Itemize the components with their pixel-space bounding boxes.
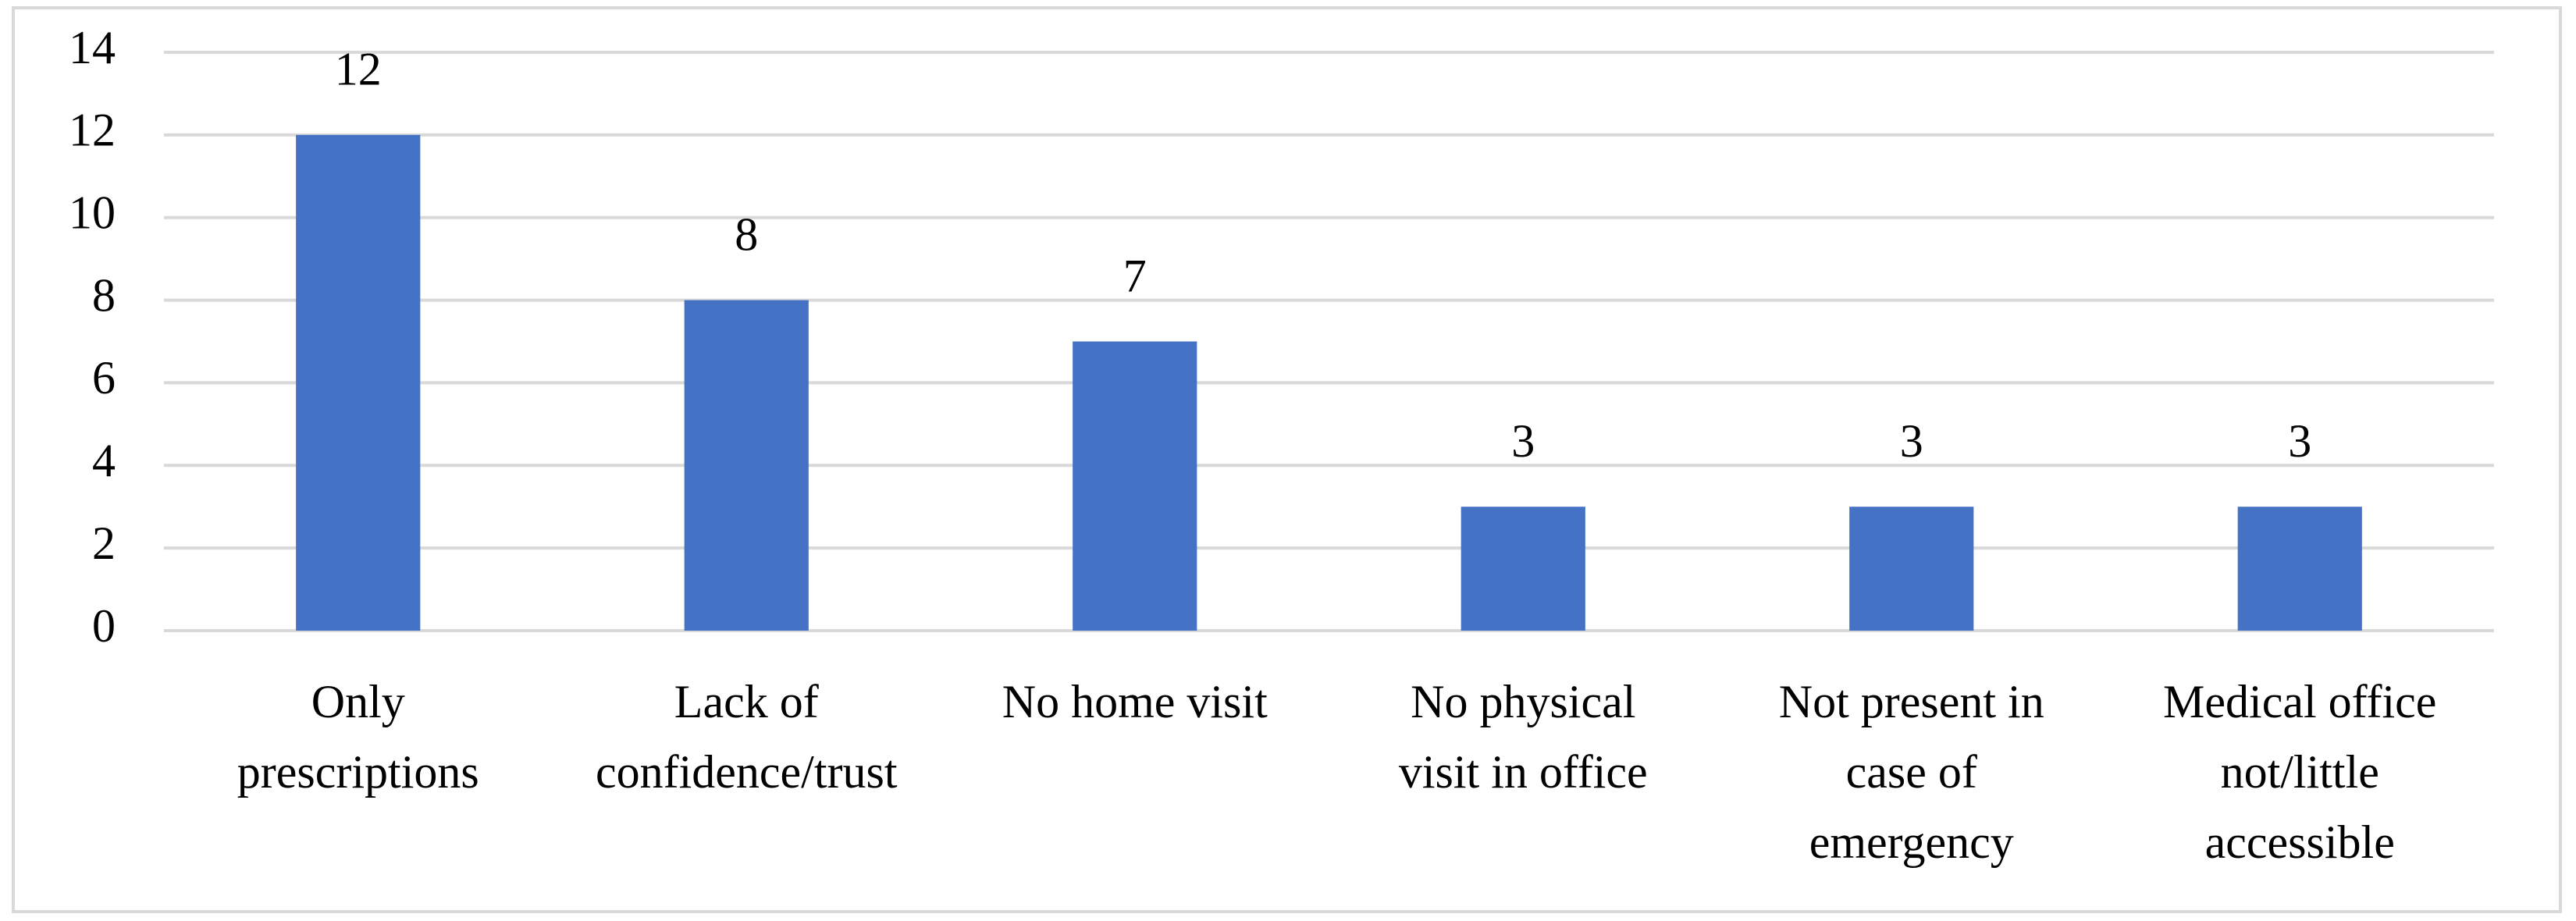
x-tick-label: Not present in [1779, 676, 2044, 727]
y-tick-label: 4 [92, 435, 116, 486]
value-label: 3 [1511, 415, 1535, 467]
bar [2237, 507, 2362, 631]
value-label: 3 [2288, 415, 2311, 467]
y-tick-label: 14 [69, 22, 116, 73]
y-tick-label: 0 [92, 600, 116, 652]
bar [1073, 341, 1197, 631]
x-tick-label: No home visit [1002, 676, 1268, 727]
x-tick-label: prescriptions [237, 746, 479, 798]
x-tick-label: No physical [1411, 676, 1635, 727]
value-label: 3 [1900, 415, 1923, 467]
x-tick-label: Medical office [2163, 676, 2436, 727]
value-label: 7 [1123, 250, 1147, 301]
x-tick-label: visit in office [1399, 746, 1648, 798]
bar [1461, 507, 1585, 631]
y-tick-label: 6 [92, 352, 116, 404]
x-tick-label: Only [311, 676, 405, 727]
y-tick-label: 8 [92, 269, 116, 321]
y-tick-label: 12 [69, 105, 116, 156]
y-tick-label: 2 [92, 517, 116, 569]
x-tick-label: Lack of [674, 676, 819, 727]
x-tick-label: emergency [1809, 816, 2014, 868]
value-label: 12 [335, 44, 382, 95]
bar [1849, 507, 1974, 631]
y-tick-label: 10 [69, 187, 116, 238]
bar [296, 134, 421, 631]
x-tick-label: case of [1846, 746, 1977, 798]
x-tick-label: accessible [2205, 816, 2395, 868]
value-label: 8 [735, 208, 758, 260]
chart-border [12, 6, 2562, 913]
x-tick-label: confidence/trust [596, 746, 898, 798]
bar [684, 300, 809, 631]
x-tick-label: not/little [2221, 746, 2379, 798]
